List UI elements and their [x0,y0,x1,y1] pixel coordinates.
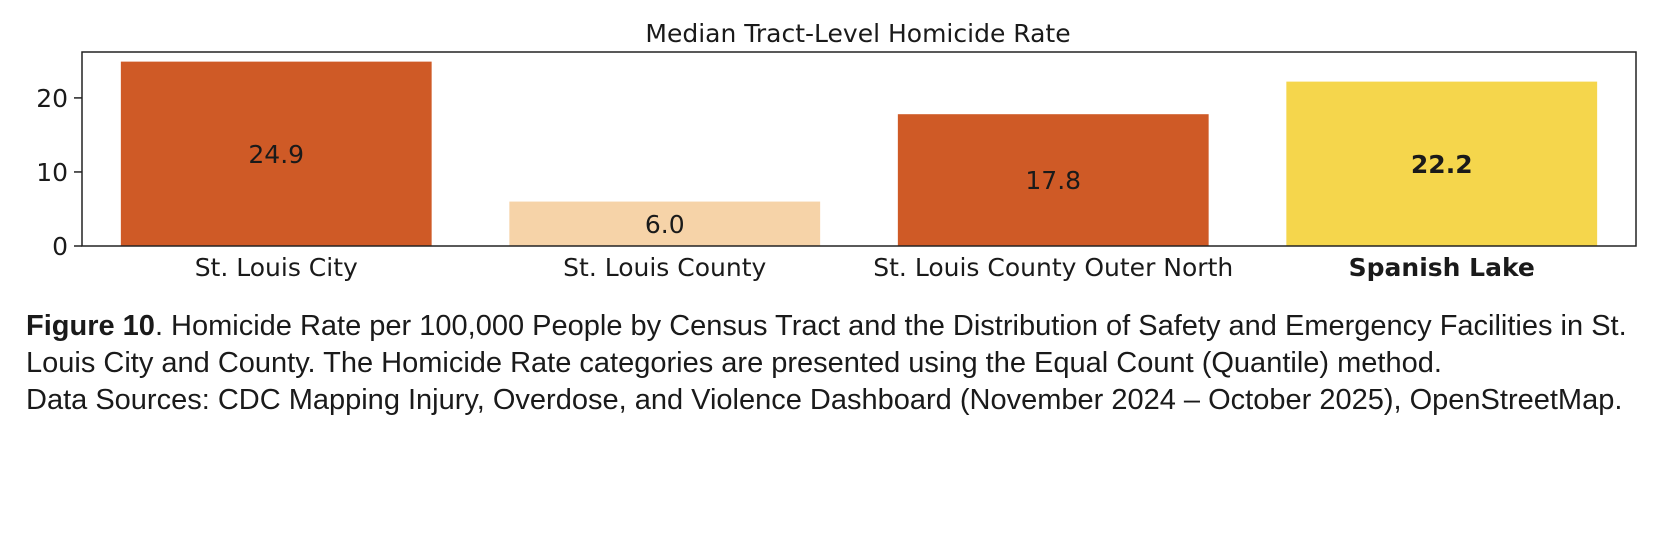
caption-sources: Data Sources: CDC Mapping Injury, Overdo… [26,384,1623,416]
x-tick-label: Spanish Lake [1349,253,1535,282]
data-label: 6.0 [645,210,685,239]
y-tick-label: 20 [36,84,68,113]
x-tick-label: St. Louis County [563,253,766,282]
bars-layer: 24.9 6.0 17.8 22.2 [120,61,1598,247]
bar-chart: Median Tract-Level Homicide Rate 24.9 6.0… [36,19,1637,282]
x-axis-labels: St. Louis City St. Louis County St. Louis … [195,253,1535,282]
plot-frame [81,51,1637,247]
data-label: 17.8 [1025,166,1081,195]
caption-description: Figure 10. Homicide Rate per 100,000 Peo… [26,308,1656,382]
data-label: 22.2 [1411,150,1473,179]
x-tick-label: St. Louis City [195,253,358,282]
y-tick-label: 0 [52,232,68,261]
figure-caption: Figure 10. Homicide Rate per 100,000 Peo… [26,308,1656,419]
y-tick-label: 10 [36,158,68,187]
x-tick-label: St. Louis County Outer North [873,253,1233,282]
chart-title: Median Tract-Level Homicide Rate [645,19,1070,48]
data-label: 24.9 [248,140,304,169]
y-axis-ticks: 0 10 20 [36,84,82,261]
bar-st-louis-city [120,61,432,247]
figure-label: Figure 10 [26,310,155,342]
caption-text: . Homicide Rate per 100,000 People by Ce… [26,310,1627,379]
bar-spanish-lake [1286,81,1598,247]
bar-st-louis-county [509,201,821,246]
bar-st-louis-county-outer-north [897,114,1209,246]
